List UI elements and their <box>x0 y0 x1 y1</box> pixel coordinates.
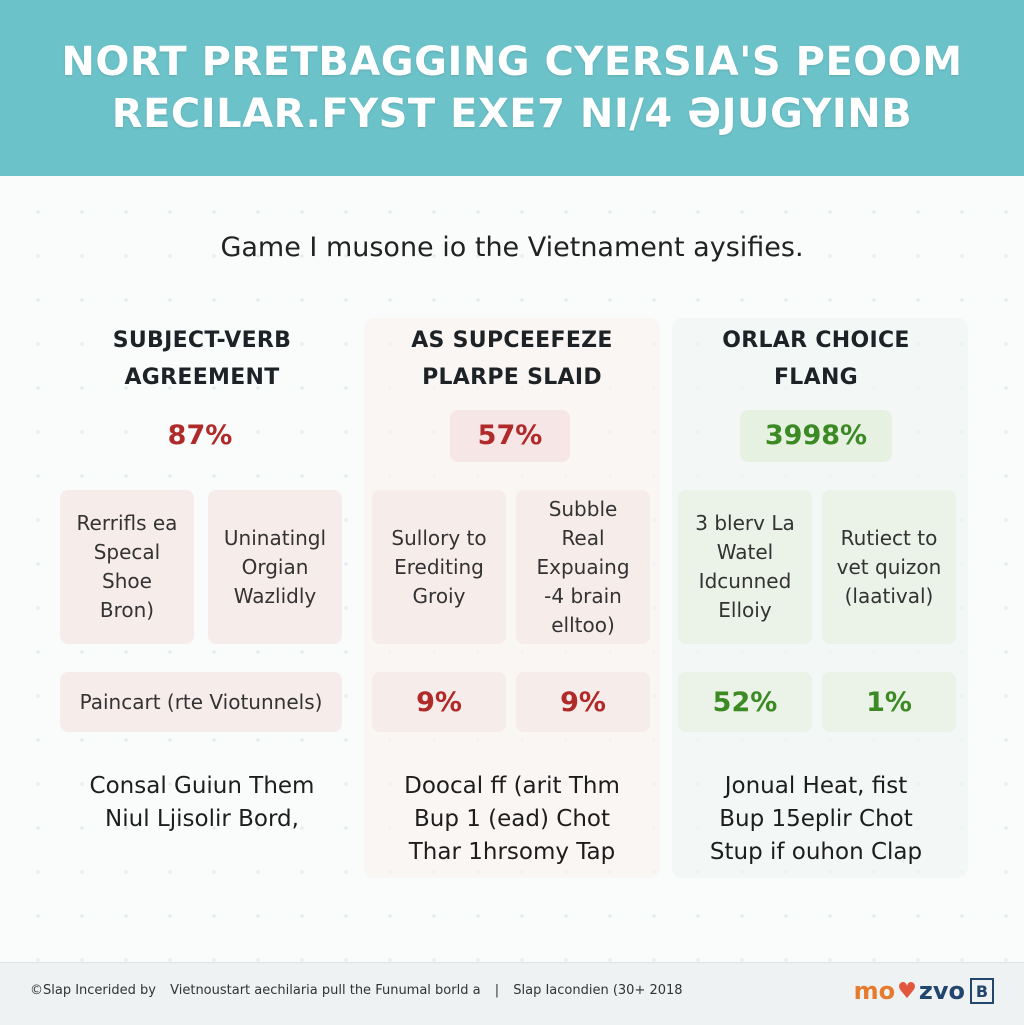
column-2-title: AS SUPCEEFEZE PLARPE SLAID <box>362 322 662 396</box>
page-footer: ©Slap Incerided by Vietnoustart aechilar… <box>0 962 1024 1025</box>
column-3-card-1[interactable]: 3 blerv La Watel Idcunned Elloiy <box>678 490 812 644</box>
column-3-title-line: ORLAR CHOICE <box>722 328 910 353</box>
brand-logo[interactable]: mo ♥ zvo B <box>854 977 994 1005</box>
footer-text-line: Bup 1 (ead) Chot <box>413 806 611 832</box>
card-line: Uninatingl <box>223 525 327 550</box>
column-3-card-2[interactable]: Rutiect to vet quizon (laatival) <box>822 490 956 644</box>
column-1-wide-card[interactable]: Paincart (rte Viotunnels) <box>60 672 342 732</box>
logo-text-navy: zvo <box>918 977 965 1005</box>
footer-credit-middle: Vietnoustart aechilaria pull the Funumal… <box>170 983 481 998</box>
footer-text-line: Bup 15eplir Chot <box>719 806 913 832</box>
card-line: elltoo) <box>551 612 615 637</box>
column-1-card-2[interactable]: Uninatingl Orgian Wazlidly <box>208 490 342 644</box>
card-line: Orgian <box>241 554 309 579</box>
card-line: Real <box>561 525 605 550</box>
column-2-footer-text: Doocal ff (arit Thm Bup 1 (ead) Chot Tha… <box>362 770 662 869</box>
column-2-title-line: AS SUPCEEFEZE <box>411 328 613 353</box>
card-line: 3 blerv La <box>695 511 795 535</box>
footer-text-line: Stup if ouhon Clap <box>709 839 923 865</box>
column-2-percent: 57% <box>450 410 570 462</box>
card-line: Erediting <box>394 554 484 579</box>
column-2-title-line: PLARPE SLAID <box>422 365 602 390</box>
card-line: Idcunned <box>698 569 792 593</box>
header-banner: NORT PRETBAGGING CYERSIA'S PEOOM RECILAR… <box>0 0 1024 176</box>
card-line: Shoe <box>102 569 152 593</box>
footer-text-line: Doocal ff (arit Thm <box>404 773 620 799</box>
card-line: Specal <box>93 540 161 564</box>
card-line: vet quizon <box>836 554 942 579</box>
column-3-footer-text: Jonual Heat, fist Bup 15eplir Chot Stup … <box>666 770 966 869</box>
column-1-percent: 87% <box>167 420 233 451</box>
column-1-card-1[interactable]: Rerrifls ea Specal Shoe Bron) <box>60 490 194 644</box>
footer-separator: | <box>494 983 500 998</box>
footer-credit-right: Slap Iacondien (30+ 2018 <box>513 983 683 998</box>
column-1-title-line: SUBJECT-VERB <box>112 328 292 353</box>
logo-text-orange: mo <box>853 977 896 1005</box>
card-line: Wazlidly <box>233 583 317 608</box>
card-line: Elloiy <box>718 598 772 622</box>
card-line: Rutiect to <box>840 525 938 550</box>
footer-credits: ©Slap Incerided by Vietnoustart aechilar… <box>30 983 693 998</box>
card-line: (laatival) <box>844 583 934 608</box>
column-1-title-line: AGREEMENT <box>124 365 280 390</box>
column-2-card-2[interactable]: Subble Real Expuaing -4 brain elltoo) <box>516 490 650 644</box>
header-title-line-2: RECILAR.FYST EXE7 NI/4 ƏJUGYINB <box>111 91 913 137</box>
card-line: Watel <box>716 540 774 564</box>
column-3-title: ORLAR CHOICE FLANG <box>666 322 966 396</box>
card-line: Sullory to <box>391 525 487 550</box>
column-2-card-1[interactable]: Sullory to Erediting Groiy <box>372 490 506 644</box>
column-3-percent: 3998% <box>740 410 892 462</box>
card-line: Rerrifls ea <box>76 511 178 535</box>
card-line: Expuaing <box>536 554 630 579</box>
column-2-small-percent-2: 9% <box>516 672 650 732</box>
subtitle: Game I musone io the Vietnament aysifies… <box>220 232 804 263</box>
column-1-title: SUBJECT-VERB AGREEMENT <box>52 322 352 396</box>
column-1-footer-text: Consal Guiun Them Niul Ljisolir Bord, <box>52 770 352 836</box>
column-2-small-percent-1: 9% <box>372 672 506 732</box>
card-line: Groiy <box>412 583 466 608</box>
footer-text-line: Thar 1hrsomy Tap <box>408 839 616 865</box>
header-title-line-1: NORT PRETBAGGING CYERSIA'S PEOOM <box>61 39 963 85</box>
card-line: Subble <box>548 496 618 521</box>
column-3-small-percent-1: 52% <box>678 672 812 732</box>
footer-text-line: Niul Ljisolir Bord, <box>105 806 299 832</box>
column-3-title-line: FLANG <box>773 365 859 390</box>
footer-text-line: Consal Guiun Them <box>89 773 315 799</box>
footer-credit-left: ©Slap Incerided by <box>30 983 156 998</box>
heart-icon: ♥ <box>897 978 917 1004</box>
footer-text-line: Jonual Heat, fist <box>724 773 908 799</box>
logo-box-icon: B <box>970 978 994 1004</box>
card-line: Bron) <box>99 598 155 622</box>
card-line: -4 brain <box>544 583 622 608</box>
column-3-small-percent-2: 1% <box>822 672 956 732</box>
